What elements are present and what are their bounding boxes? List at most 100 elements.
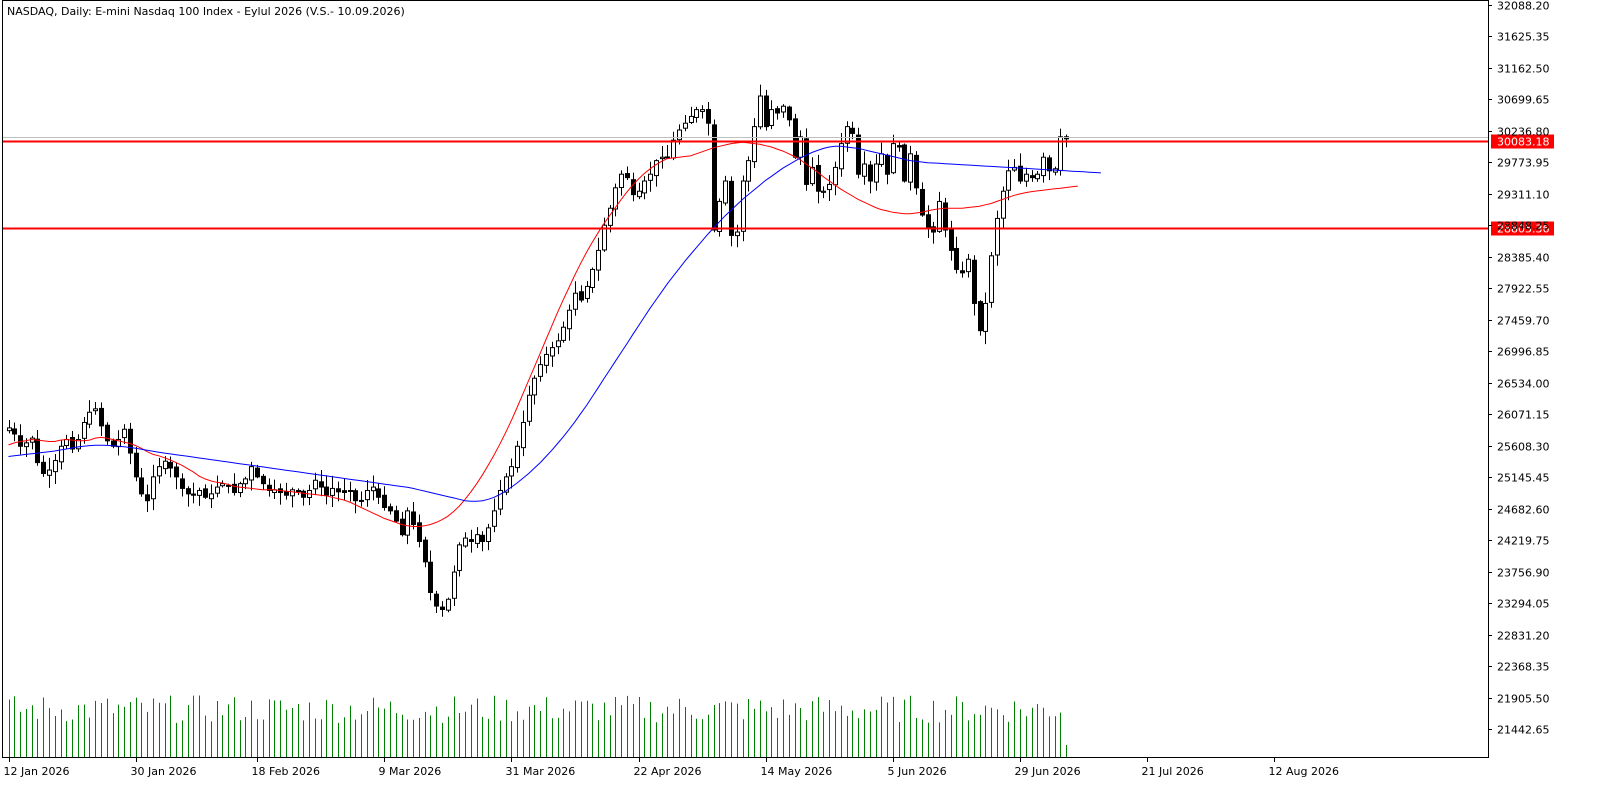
y-tick-label: 31162.50 [1497, 63, 1550, 76]
candle-bear [480, 534, 485, 542]
horizontal-levels[interactable]: 30083.18 28805.36 [3, 134, 1554, 236]
candle-bull [879, 153, 884, 165]
candle-bear [255, 467, 260, 478]
candle-bear [226, 484, 231, 487]
candle-bull [723, 180, 728, 204]
candle-bull [845, 126, 850, 144]
y-tick-label: 32088.20 [1497, 0, 1550, 13]
candle-bull [862, 163, 867, 177]
candle-bull [209, 493, 214, 500]
candle-bull [833, 166, 838, 186]
candle-bull [1024, 173, 1029, 182]
candle-bull [64, 438, 69, 447]
y-tick-label: 21442.65 [1497, 724, 1550, 737]
y-tick-label: 30236.80 [1497, 126, 1550, 139]
candle-bear [902, 144, 907, 182]
candle-bull [798, 136, 803, 158]
candle-bear [850, 127, 855, 134]
time-axis: 12 Jan 2026 30 Jan 2026 18 Feb 2026 9 Mar 2… [4, 757, 1339, 778]
candle-bear [978, 301, 983, 332]
y-tick-label: 30699.65 [1497, 94, 1550, 107]
candle-bear [665, 156, 670, 159]
candle-bear [267, 484, 272, 491]
y-tick-label: 22831.20 [1497, 630, 1550, 643]
candle-bull [521, 421, 526, 449]
candle-bull [238, 483, 243, 494]
candle-bear [775, 108, 780, 114]
candle-bear [764, 95, 769, 128]
candle-bear [134, 452, 139, 478]
candle-bear [376, 488, 381, 498]
chart-title: NASDAQ, Daily: E-mini Nasdaq 100 Index -… [7, 5, 405, 18]
candle-bear [706, 108, 711, 124]
candle-bear [324, 486, 329, 496]
y-tick-label: 28385.40 [1497, 252, 1550, 265]
candle-bear [284, 491, 289, 496]
candle-bull [157, 466, 162, 477]
candle-bull [891, 143, 896, 174]
y-tick-label: 31625.35 [1497, 31, 1550, 44]
candle-bull [330, 487, 335, 496]
candle-bull [220, 483, 225, 487]
candle-bull [758, 95, 763, 128]
y-tick-label: 29773.95 [1497, 157, 1550, 170]
candle-bear [972, 259, 977, 304]
candle-bear [897, 145, 902, 148]
candle-bull [746, 160, 751, 182]
candle-bear [856, 134, 861, 175]
y-tick-label: 22368.35 [1497, 661, 1550, 674]
candle-bear [926, 214, 931, 230]
candle-bull [538, 364, 543, 377]
candle-bear [793, 118, 798, 158]
candle-bull [515, 445, 520, 469]
x-tick-label: 9 Mar 2026 [379, 765, 442, 778]
candle-bear [712, 124, 717, 231]
candle-bull [544, 353, 549, 366]
candle-bull [348, 489, 353, 492]
candle-bear [336, 488, 341, 493]
ma-line-blue [8, 145, 1101, 502]
candle-bear [168, 461, 173, 469]
candle-bull [735, 231, 740, 237]
x-tick-label: 18 Feb 2026 [252, 765, 320, 778]
candle-bear [469, 539, 474, 542]
candle-bull [619, 173, 624, 189]
candle-bull [590, 268, 595, 288]
candle-bear [382, 494, 387, 508]
candle-bear [868, 164, 873, 182]
candle-bear [885, 154, 890, 175]
candle-bull [76, 438, 81, 450]
level-label-box [1491, 221, 1554, 236]
candle-bull [532, 377, 537, 396]
candle-bull [1041, 156, 1046, 177]
price-axis: 32088.20 31625.35 31162.50 30699.65 30236.80… [1488, 0, 1550, 737]
level-label-box [1491, 134, 1554, 149]
y-tick-label: 23756.90 [1497, 567, 1550, 580]
candle-bear [411, 511, 416, 525]
candle-bull [365, 489, 370, 501]
candle-bear [203, 488, 208, 498]
candle-bull [839, 143, 844, 170]
candle-bull [7, 427, 12, 432]
candle-bear [949, 228, 954, 251]
candle-bull [561, 326, 566, 341]
candle-bull [371, 486, 376, 492]
candle-bull [671, 139, 676, 159]
candle-bull [122, 428, 127, 439]
candle-bear [41, 461, 46, 474]
candle-bull [197, 489, 202, 496]
candle-bear [434, 593, 439, 607]
candle-bull [492, 510, 497, 527]
candle-bull [446, 598, 451, 611]
candle-bull [781, 105, 786, 113]
candle-bear [631, 179, 636, 196]
candle-bull [717, 200, 722, 232]
candle-bull [637, 190, 642, 198]
candle-bull [452, 571, 457, 599]
candle-bull [405, 510, 410, 536]
candle-bull [937, 200, 942, 232]
candle-bear [423, 539, 428, 563]
candle-bull [642, 180, 647, 194]
